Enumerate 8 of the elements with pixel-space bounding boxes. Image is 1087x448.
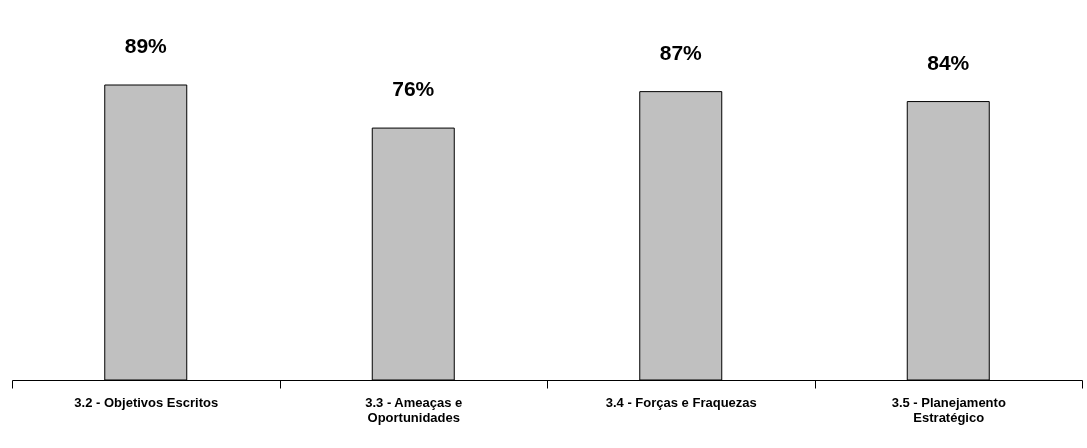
data-label: 89%	[124, 34, 168, 57]
x-tick-label: 3.2 - Objetivos Escritos	[74, 394, 219, 410]
data-label: 87%	[659, 40, 703, 64]
data-label: 84%	[927, 50, 970, 74]
data-label: 76%	[392, 77, 435, 101]
x-tick-label: 3.5 - Planejamento Estratégico	[891, 394, 1006, 425]
x-tick-label: 3.3 - Ameaças e Oportunidades	[365, 394, 463, 425]
x-tick-label: 3.4 - Forças e Fraquezas	[605, 394, 757, 410]
